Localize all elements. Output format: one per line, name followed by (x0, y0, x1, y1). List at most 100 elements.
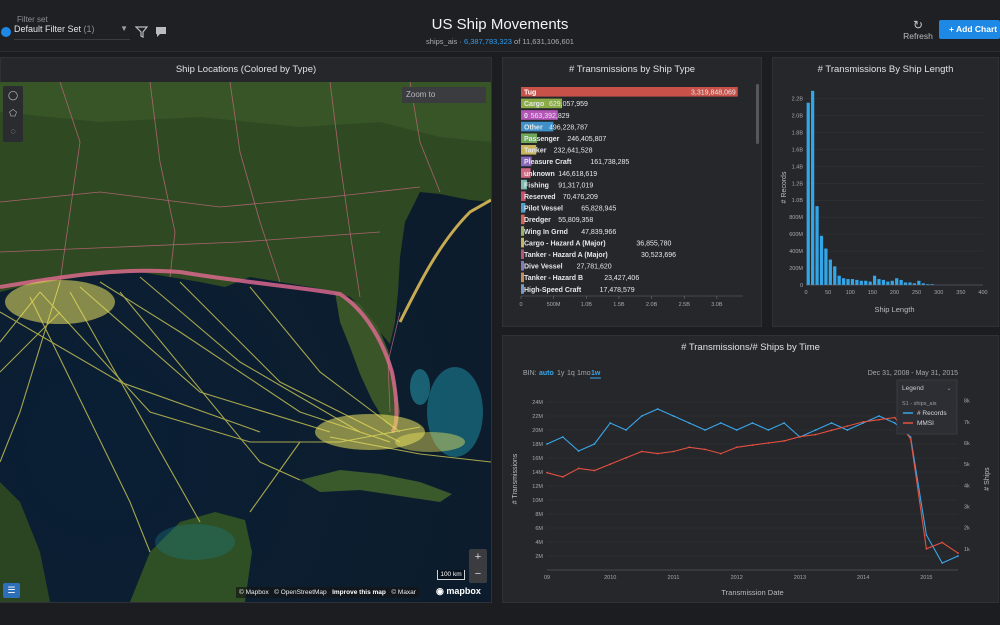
series-point (640, 450, 643, 453)
add-chart-button[interactable]: + Add Chart (939, 20, 1000, 39)
time-panel-title: # Transmissions/# Ships by Time (681, 342, 820, 353)
length-bar[interactable] (912, 283, 917, 285)
filter-set-indicator (1, 27, 11, 37)
type-bar[interactable] (521, 226, 525, 236)
filter-icon[interactable] (135, 25, 149, 39)
circle-select-icon[interactable]: ◯ (7, 90, 19, 100)
type-bar[interactable] (521, 145, 537, 155)
length-bar[interactable] (886, 281, 890, 285)
bin-option-auto[interactable]: auto (539, 370, 554, 377)
x-tick-label: 50 (825, 290, 831, 296)
length-bar[interactable] (917, 280, 921, 285)
type-bar-category: Dredger (524, 217, 551, 224)
ship-type-panel: # Transmissions by Ship Type Tug 3,319,84… (502, 57, 762, 327)
bin-option-1q[interactable]: 1q (567, 370, 575, 377)
y-tick-label: 200M (789, 266, 803, 272)
type-bar[interactable] (521, 133, 538, 143)
x-tick-label: 2012 (731, 575, 743, 581)
improve-map-link[interactable]: Improve this map (332, 589, 386, 596)
top-bar: Filter set Default Filter Set (1) ▼ US S… (0, 0, 1000, 52)
type-bar[interactable] (521, 203, 526, 213)
length-bar[interactable] (908, 282, 912, 285)
bin-option-1y[interactable]: 1y (557, 370, 565, 377)
filter-set-count: (1) (83, 24, 95, 34)
length-bar[interactable] (842, 278, 846, 285)
y2-tick-label: 4k (964, 483, 970, 489)
type-bar[interactable] (521, 272, 524, 283)
attribution-mapbox[interactable]: © Mapbox (239, 589, 269, 596)
type-bar[interactable] (521, 87, 738, 97)
type-bar[interactable] (521, 110, 558, 120)
length-bar[interactable] (926, 284, 930, 285)
bin-option-1w[interactable]: 1w (591, 370, 601, 377)
type-bar[interactable] (521, 237, 524, 248)
length-bar[interactable] (872, 275, 877, 285)
series-point (656, 452, 659, 455)
zoom-out-button[interactable]: − (474, 568, 482, 580)
zoom-in-button[interactable]: + (474, 551, 482, 563)
scrollbar-thumb[interactable] (756, 84, 759, 144)
type-bar[interactable] (521, 121, 554, 132)
filter-set-select[interactable]: Default Filter Set (1) ▼ (14, 24, 130, 40)
ship-locations-map[interactable] (0, 82, 491, 602)
length-bar[interactable] (899, 279, 903, 285)
type-bar[interactable] (521, 284, 524, 294)
length-bar[interactable] (824, 248, 828, 285)
type-bar-value: 23,427,406 (604, 275, 639, 282)
series-point (862, 420, 865, 423)
zoom-to-input[interactable]: Zoom to (402, 87, 486, 103)
length-bar[interactable] (828, 259, 832, 285)
length-bar[interactable] (855, 279, 859, 285)
length-bar[interactable] (846, 279, 850, 285)
y-tick-label: 18M (532, 442, 543, 448)
bin-option-1mo[interactable]: 1mo (577, 370, 591, 377)
record-count: ships_ais · 6,387,783,323 of 11,631,106,… (0, 37, 1000, 46)
x-tick-label: 1.0B (581, 302, 593, 308)
length-bar[interactable] (868, 281, 872, 285)
length-bar[interactable] (921, 283, 925, 285)
lasso-select-icon[interactable]: ◌ (10, 126, 16, 136)
length-bar[interactable] (850, 279, 855, 285)
type-bar[interactable] (521, 156, 532, 167)
length-bar[interactable] (833, 266, 837, 285)
series-point (783, 422, 786, 424)
x-tick-label: 300 (934, 290, 943, 296)
type-bar-category: Tanker - Hazard A (Major) (524, 252, 608, 259)
type-bar[interactable] (521, 98, 563, 109)
series-point (577, 467, 580, 470)
type-bar[interactable] (521, 191, 526, 201)
length-bar[interactable] (811, 90, 815, 285)
type-bar[interactable] (521, 261, 524, 271)
type-bar[interactable] (521, 214, 525, 225)
y2-tick-label: 7k (964, 420, 970, 426)
annotation-icon[interactable] (154, 25, 168, 39)
attribution-maxar[interactable]: © Maxar (391, 589, 416, 596)
length-bar[interactable] (815, 206, 819, 285)
x-tick-label: 250 (912, 290, 921, 296)
length-bar[interactable] (903, 282, 908, 285)
length-bar[interactable] (877, 279, 881, 285)
x-tick-label: 400 (978, 290, 987, 296)
length-bar[interactable] (890, 280, 894, 285)
polygon-select-icon[interactable]: ⬠ (9, 108, 17, 118)
length-bar[interactable] (895, 278, 899, 285)
type-bar-value: 232,641,528 (554, 148, 593, 155)
map-zoom-controls: + − (469, 549, 487, 583)
length-bar[interactable] (819, 235, 824, 285)
length-bar[interactable] (806, 102, 810, 285)
attribution-osm[interactable]: © OpenStreetMap (274, 589, 327, 596)
length-bar[interactable] (837, 275, 841, 285)
x-tick-label: 0 (804, 290, 807, 296)
type-bar[interactable] (521, 249, 524, 259)
length-bar[interactable] (864, 280, 868, 285)
type-bar[interactable] (521, 168, 531, 178)
list-view-icon[interactable]: ☰ (3, 583, 20, 598)
length-bar[interactable] (881, 279, 886, 285)
type-bar[interactable] (521, 179, 527, 190)
series-point (577, 450, 580, 452)
length-bar[interactable] (930, 284, 934, 285)
refresh-button[interactable]: ↻ Refresh (900, 19, 936, 41)
series-point (878, 415, 880, 417)
length-bar[interactable] (859, 280, 863, 285)
x-tick-label: 09 (544, 575, 550, 581)
